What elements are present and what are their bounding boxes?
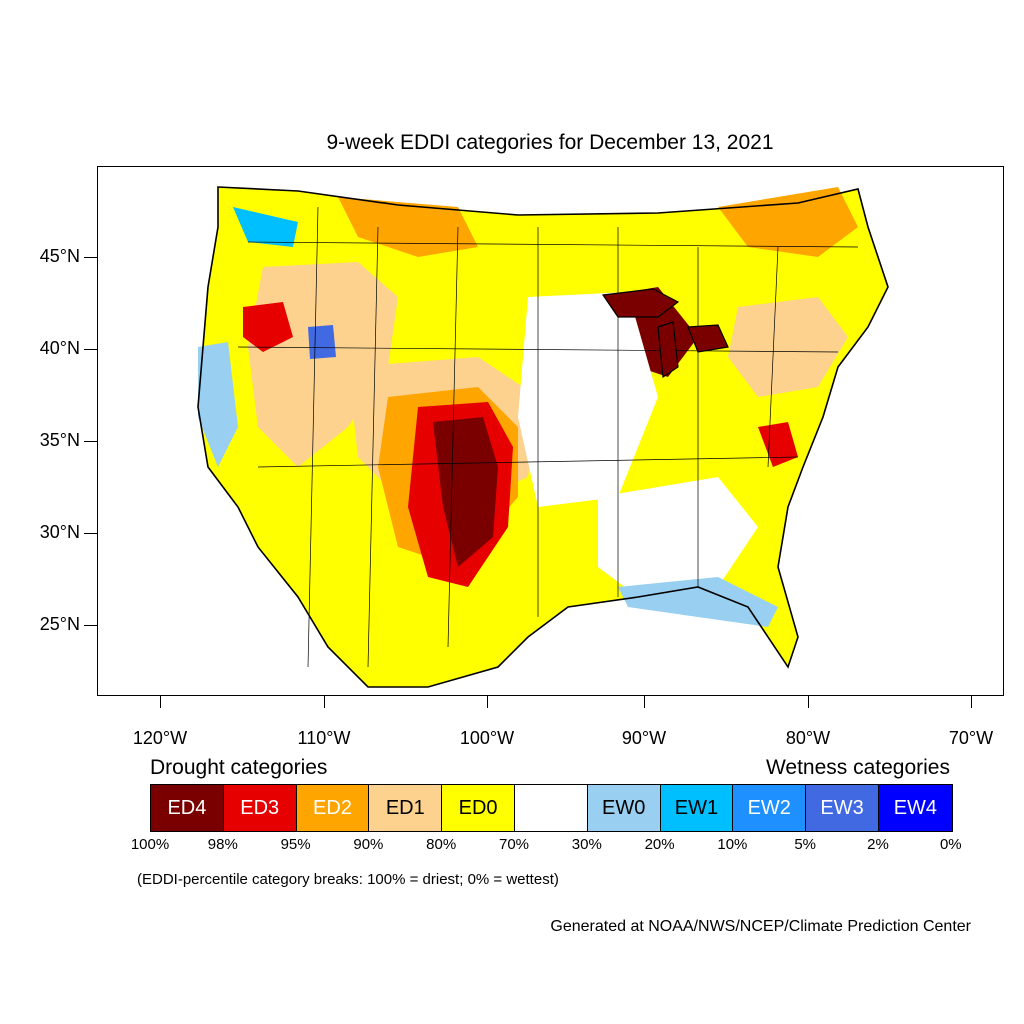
lat-tick (84, 625, 97, 626)
lon-label-120w: 120°W (132, 728, 188, 748)
ew1-region-northwest (233, 207, 298, 247)
lat-label-40: 40°N (39, 338, 80, 358)
great-lakes (601, 288, 729, 379)
lon-tick (160, 696, 161, 708)
lon-tick (487, 696, 488, 708)
legend-box-ew2: EW2 (733, 785, 807, 831)
map-plot-area (97, 166, 1004, 696)
lon-label-80w: 80°W (785, 728, 831, 748)
legend-box-ew1: EW1 (660, 785, 734, 831)
coastline (197, 186, 889, 688)
lat-tick (84, 257, 97, 258)
legend-box-ew0: EW0 (587, 785, 661, 831)
percentile-label: 90% (353, 836, 384, 853)
lat-label-30: 30°N (39, 522, 80, 542)
percentile-label: 30% (571, 836, 602, 853)
ed2-region-canada-east (718, 187, 858, 257)
percentile-label: 5% (794, 836, 817, 853)
lat-label-35: 35°N (39, 430, 80, 450)
credit-line: Generated at NOAA/NWS/NCEP/Climate Predi… (550, 918, 971, 935)
percentile-label: 2% (867, 836, 889, 853)
normal-region-southeast (598, 477, 758, 597)
percentile-label: 100% (130, 836, 170, 853)
legend-box-ed2: ED2 (296, 785, 370, 831)
legend-box-ew3: EW3 (806, 785, 879, 831)
normal-region-midwest (518, 292, 658, 507)
ed4-region-texas-oklahoma (433, 417, 498, 567)
lon-label-90w: 90°W (621, 728, 667, 748)
legend-box-ew4: EW4 (878, 785, 952, 831)
percentile-label: 10% (717, 836, 748, 853)
ew0-region-gulf (618, 577, 778, 627)
legend-box-ed1: ED1 (369, 785, 443, 831)
lon-tick (808, 696, 809, 708)
category-legend: ED4 ED3 ED2 ED1 ED0 EW0 EW1 EW2 EW3 EW4 (150, 784, 953, 832)
percentile-label: 80% (426, 836, 457, 853)
lat-label-45: 45°N (39, 246, 80, 266)
percentile-label: 98% (207, 836, 238, 853)
legend-box-ed0: ED0 (442, 785, 515, 831)
ed3-region-idaho (243, 302, 293, 352)
percentile-label: 0% (939, 836, 962, 853)
lat-tick (84, 533, 97, 534)
ed2-region-north (338, 197, 478, 257)
lon-label-70w: 70°W (948, 728, 994, 748)
percentile-label: 95% (280, 836, 311, 853)
percentile-label: 70% (498, 836, 530, 853)
lon-tick (324, 696, 325, 708)
ed3-region-carolinas (758, 422, 798, 467)
state-borders (237, 206, 859, 668)
wetness-categories-heading: Wetness categories (765, 756, 950, 779)
lat-tick (84, 441, 97, 442)
ew0-region-west-coast (198, 342, 238, 467)
eddi-map (197, 186, 889, 688)
lon-label-110w: 110°W (297, 728, 351, 748)
ed1-region-northeast (728, 297, 848, 397)
category-note: (EDDI-percentile category breaks: 100% =… (137, 871, 559, 888)
legend-box-ed4: ED4 (151, 785, 224, 831)
ew2-region-idaho (308, 325, 336, 359)
lat-label-25: 25°N (39, 614, 80, 634)
lon-label-100w: 100°W (459, 728, 515, 748)
drought-categories-heading: Drought categories (150, 756, 328, 779)
legend-box-ed3: ED3 (223, 785, 297, 831)
legend-box-normal (514, 785, 588, 831)
lon-tick (644, 696, 645, 708)
lat-tick (84, 349, 97, 350)
lon-tick (971, 696, 972, 708)
percentile-label: 20% (644, 836, 675, 853)
map-title: 9-week EDDI categories for December 13, … (326, 131, 774, 154)
